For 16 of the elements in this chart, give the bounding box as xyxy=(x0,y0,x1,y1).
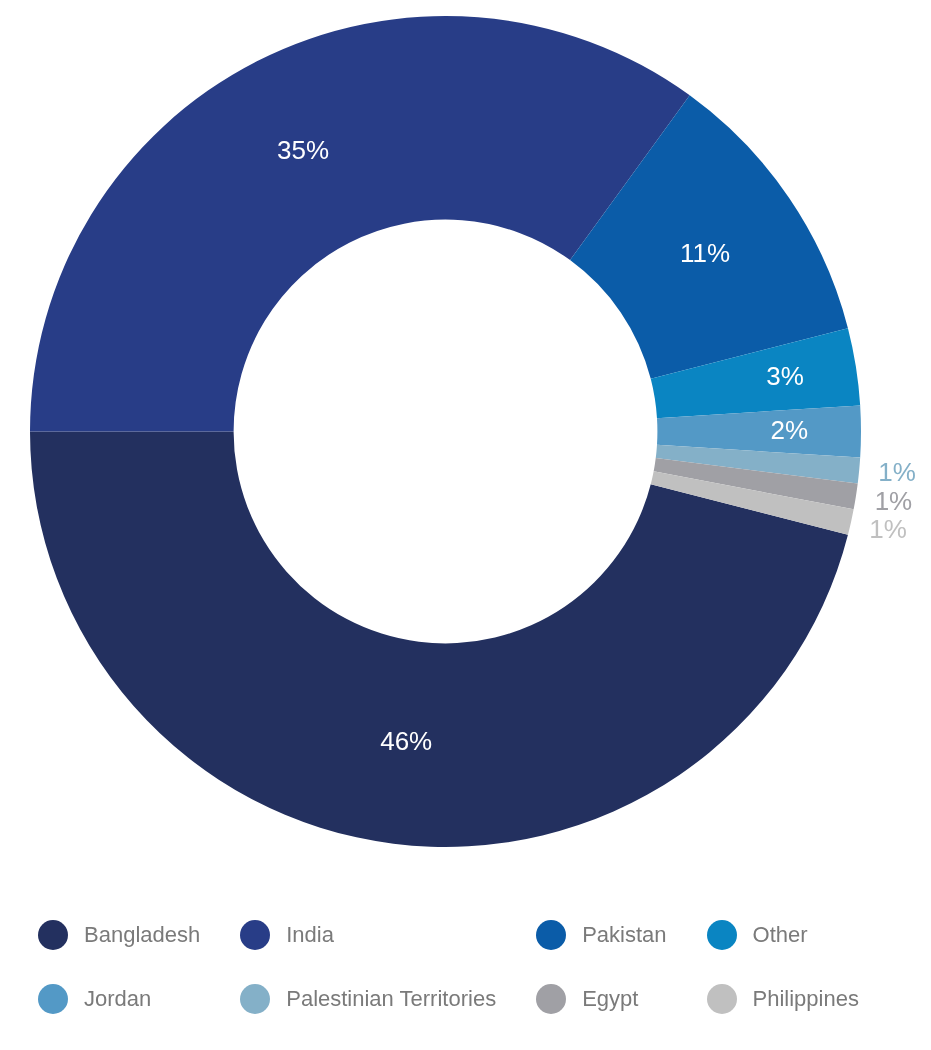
data-label: 35% xyxy=(277,135,330,166)
data-label: 1% xyxy=(874,485,913,516)
legend-label: Other xyxy=(752,922,808,948)
legend-label: Palestinian Territories xyxy=(286,986,497,1012)
data-label: 3% xyxy=(766,360,804,391)
data-label: 11% xyxy=(679,238,731,269)
data-label: 1% xyxy=(869,513,907,544)
data-label: 46% xyxy=(380,725,433,756)
legend-label: Pakistan xyxy=(582,922,667,948)
legend-label: Egypt xyxy=(582,986,639,1012)
legend-label: Jordan xyxy=(84,986,152,1012)
legend-label: Bangladesh xyxy=(84,922,201,948)
legend-label: Philippines xyxy=(752,986,859,1012)
data-label: 2% xyxy=(770,414,808,445)
data-label: 1% xyxy=(878,457,916,488)
legend-label: India xyxy=(286,922,334,948)
